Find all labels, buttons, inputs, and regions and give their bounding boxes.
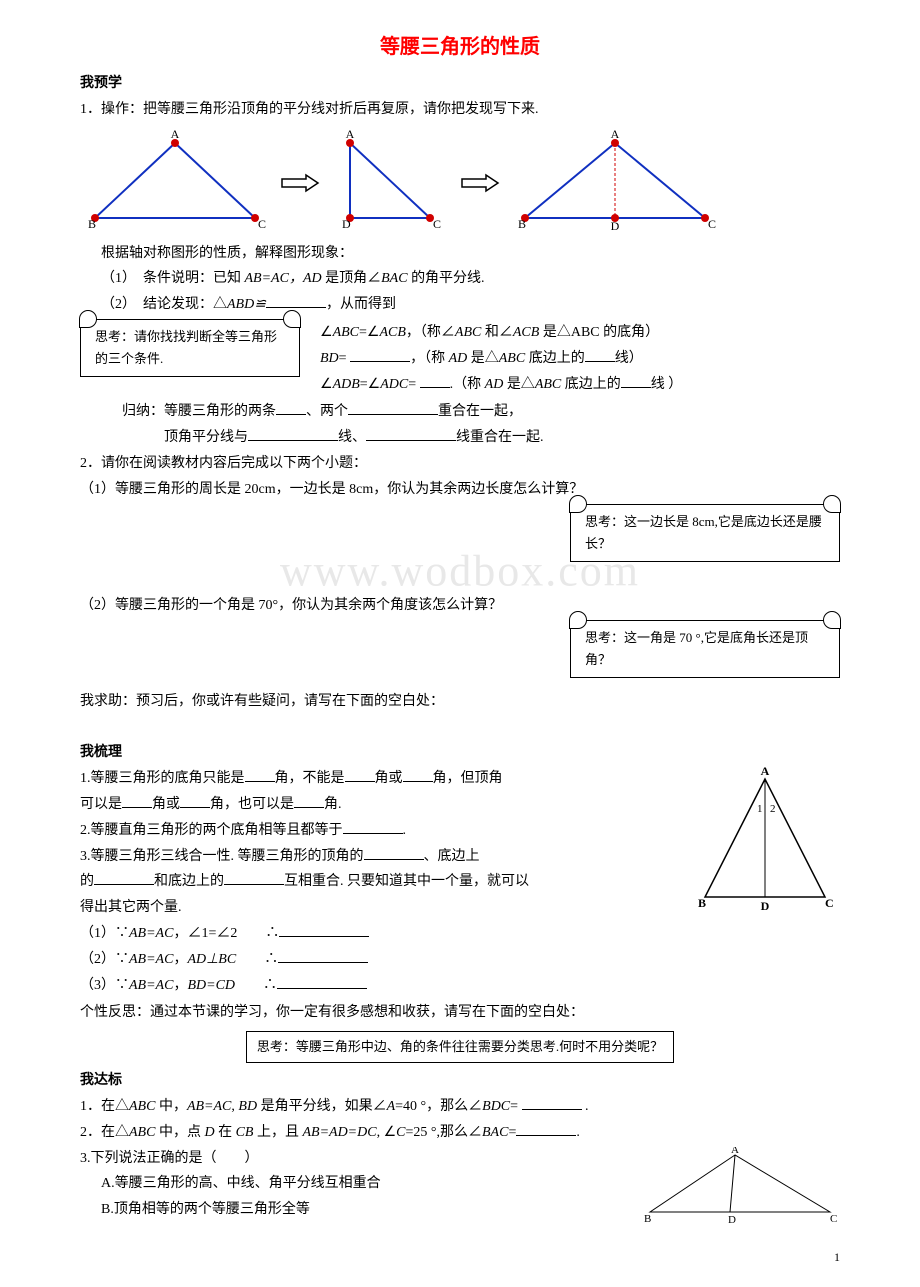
op-instruction: 1．操作：把等腰三角形沿顶角的平分线对折后再复原，请你把发现写下来. bbox=[80, 98, 840, 122]
svg-text:A: A bbox=[731, 1147, 739, 1156]
section-standard-head: 我达标 bbox=[80, 1069, 840, 1093]
cond-1: （1） 条件说明：已知 AB=AC，AD 是顶角∠BAC 的角平分线. bbox=[80, 267, 840, 291]
section-organize-head: 我梳理 bbox=[80, 741, 840, 765]
page-title: 等腰三角形的性质 bbox=[80, 30, 840, 64]
section-preview-head: 我预学 bbox=[80, 72, 840, 96]
svg-text:C: C bbox=[830, 1213, 837, 1225]
svg-text:B: B bbox=[698, 896, 706, 910]
thought-right-2: 思考：这一角是 70 °,它是底角长还是顶角？ bbox=[570, 620, 840, 678]
rule-3: （3）∵AB=AC，BD=CD ∴ bbox=[80, 974, 840, 998]
rule-2: （2）∵AB=AC，AD⊥BC ∴ bbox=[80, 948, 840, 972]
help-line: 我求助：预习后，你或许有些疑问，请写在下面的空白处： bbox=[80, 690, 840, 714]
svg-text:A: A bbox=[346, 128, 355, 141]
svg-text:C: C bbox=[258, 217, 266, 231]
std-q2: 2．在△ABC 中，点 D 在 CB 上，且 AB=AD=DC, ∠C=25 °… bbox=[80, 1121, 840, 1145]
triangle-half: A D C bbox=[330, 128, 450, 238]
deriv-1: ∠ABC=∠ACB，（称∠ABC 和∠ACB 是△ABC 的底角） bbox=[320, 321, 840, 345]
svg-text:A: A bbox=[611, 128, 620, 141]
triangle-bdc: A B D C bbox=[640, 1147, 840, 1227]
svg-text:B: B bbox=[518, 217, 526, 231]
svg-text:C: C bbox=[825, 896, 834, 910]
thought-right-1: 思考：这一边长是 8cm,它是底边长还是腰长？ bbox=[570, 504, 840, 562]
svg-text:A: A bbox=[761, 767, 770, 778]
reflect-line: 个性反思：通过本节课的学习，你一定有很多感想和收获，请写在下面的空白处： bbox=[80, 1001, 840, 1025]
explain-line: 根据轴对称图形的性质，解释图形现象： bbox=[80, 242, 840, 266]
svg-text:C: C bbox=[708, 217, 716, 231]
triangle-labeled: A B C D 1 2 bbox=[690, 767, 840, 917]
svg-text:C: C bbox=[433, 217, 441, 231]
triangle-isoceles: A B C bbox=[80, 128, 270, 238]
svg-text:D: D bbox=[761, 899, 770, 913]
svg-text:D: D bbox=[728, 1214, 736, 1226]
p3: 2．请你在阅读教材内容后完成以下两个小题： bbox=[80, 452, 840, 476]
std-q1: 1．在△ABC 中，AB=AC, BD 是角平分线，如果∠A=40 °，那么∠B… bbox=[80, 1095, 840, 1119]
center-think-box: 思考：等腰三角形中边、角的条件往往需要分类思考.何时不用分类呢？ bbox=[246, 1031, 674, 1063]
summary-2: 顶角平分线与线、线重合在一起. bbox=[80, 426, 840, 450]
arrow-right-icon bbox=[460, 173, 500, 193]
rule-1: （1）∵AB=AC，∠1=∠2 ∴ bbox=[80, 922, 840, 946]
svg-text:D: D bbox=[342, 217, 351, 231]
thought-left: 思考：请你找找判断全等三角形的三个条件. bbox=[80, 319, 300, 377]
svg-text:2: 2 bbox=[770, 803, 776, 815]
svg-text:1: 1 bbox=[757, 803, 763, 815]
deriv-2: BD= ，（称 AD 是△ABC 底边上的线） bbox=[320, 347, 840, 371]
triangle-with-altitude: A B D C bbox=[510, 128, 720, 238]
svg-text:B: B bbox=[88, 217, 96, 231]
figure-row: A B C A D C A B D C bbox=[80, 128, 840, 238]
q2-angle: （2）等腰三角形的一个角是 70°，你认为其余两个角度该怎么计算？ bbox=[80, 594, 840, 618]
q1-perimeter: （1）等腰三角形的周长是 20cm，一边长是 8cm，你认为其余两边长度怎么计算… bbox=[80, 478, 840, 502]
arrow-right-icon bbox=[280, 173, 320, 193]
page-number: 1 bbox=[80, 1247, 840, 1267]
summary-1: 归纳：等腰三角形的两条、两个重合在一起， bbox=[80, 400, 840, 424]
svg-text:B: B bbox=[644, 1213, 651, 1225]
deriv-3: ∠ADB=∠ADC= .（称 AD 是△ABC 底边上的线 ） bbox=[320, 373, 840, 397]
cond-2: （2） 结论发现：△ABD≌，从而得到 bbox=[80, 293, 840, 317]
svg-text:D: D bbox=[611, 219, 620, 233]
svg-text:A: A bbox=[171, 128, 180, 141]
